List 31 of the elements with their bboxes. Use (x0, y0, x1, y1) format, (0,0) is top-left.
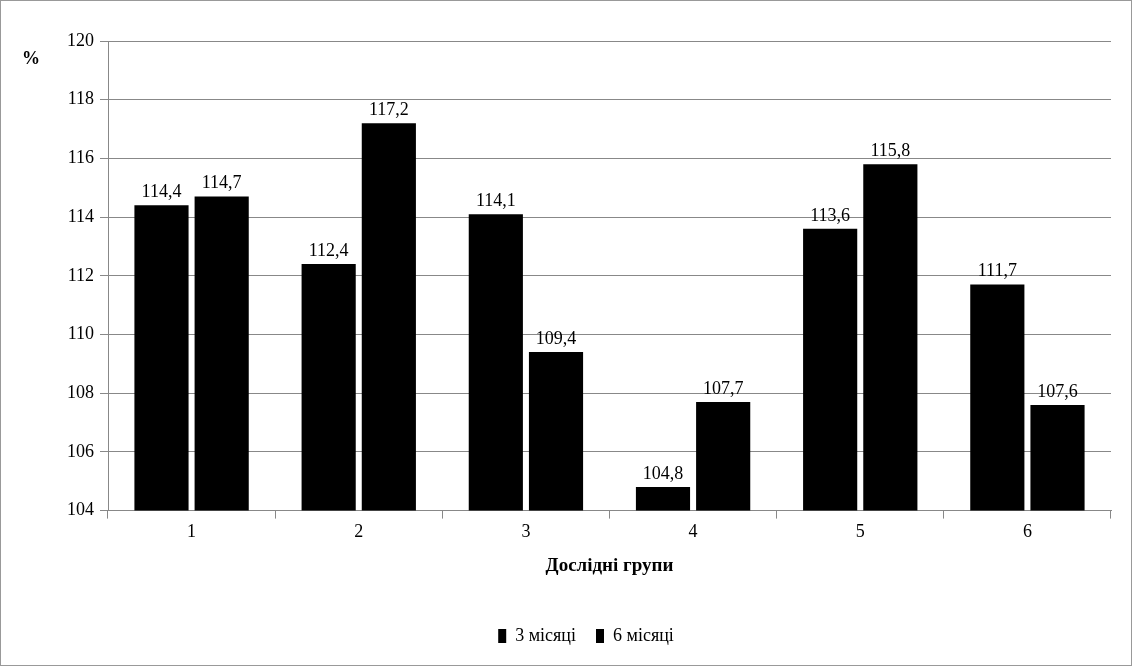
x-tick-label: 5 (855, 521, 865, 542)
data-label: 109,4 (535, 327, 577, 348)
y-tick-label: 108 (67, 381, 94, 402)
x-tick-label: 4 (688, 521, 698, 542)
data-label: 112,4 (308, 239, 349, 260)
y-tick-label: 116 (67, 147, 94, 168)
data-label: 113,6 (810, 204, 851, 225)
y-tick-label: 106 (67, 440, 94, 461)
data-label: 114,7 (201, 172, 242, 193)
data-label: 115,8 (870, 140, 911, 160)
y-tick-label: 118 (67, 88, 94, 109)
y-tick-label: 110 (67, 323, 94, 344)
x-tick-label: 2 (354, 521, 364, 542)
x-axis-title: Дослідні групи (545, 553, 674, 575)
x-tick-label: 1 (187, 521, 197, 542)
legend-label: 6 місяці (613, 624, 674, 645)
y-tick-label: 104 (67, 499, 94, 520)
data-label: 111,7 (977, 260, 1017, 281)
legend-label: 3 місяці (515, 624, 576, 645)
data-label: 104,8 (642, 462, 684, 483)
x-tick-label: 3 (521, 521, 531, 542)
y-axis-title: % (22, 47, 40, 68)
data-label: 107,6 (1037, 380, 1078, 401)
y-tick-label: 112 (67, 264, 94, 285)
data-label: 114,4 (141, 181, 182, 202)
data-label: 117,2 (368, 98, 409, 119)
data-label: 107,7 (702, 377, 744, 398)
y-tick-label: 114 (67, 205, 94, 226)
data-label: 114,1 (475, 189, 516, 210)
y-tick-label: 120 (67, 29, 94, 50)
x-tick-label: 6 (1022, 521, 1032, 542)
